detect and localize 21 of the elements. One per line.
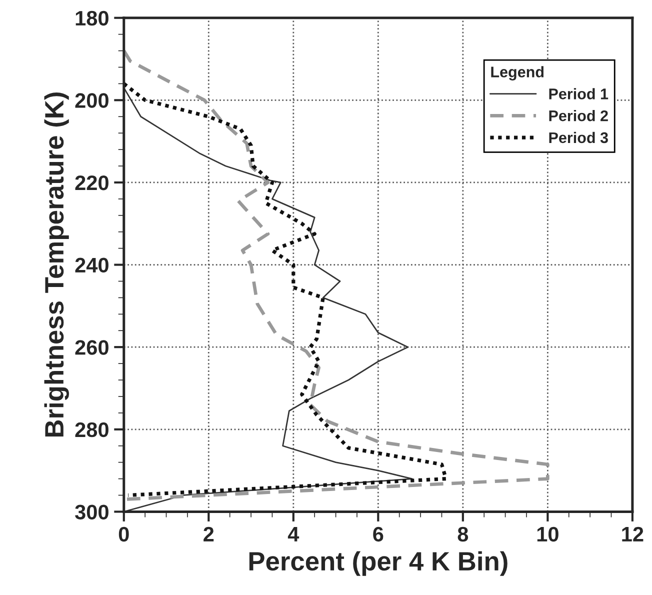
legend-label: Period 3 bbox=[549, 132, 608, 144]
y-tick-label: 180 bbox=[76, 10, 108, 26]
y-tick-label: 200 bbox=[75, 93, 108, 108]
x-axis-title: Percent (per 4 K Bin) bbox=[249, 551, 508, 576]
legend-label: Period 1 bbox=[549, 88, 608, 100]
x-tick-label: 10 bbox=[537, 526, 558, 542]
y-tick-label: 280 bbox=[75, 422, 108, 438]
x-tick-label: 6 bbox=[373, 526, 384, 542]
x-tick-label: 2 bbox=[204, 526, 214, 542]
y-tick-label: 300 bbox=[75, 504, 108, 520]
y-tick-label: 260 bbox=[75, 340, 108, 355]
y-axis-title: Brightness Temperature (K) bbox=[44, 92, 69, 437]
line-series bbox=[124, 49, 550, 502]
x-tick-label: 4 bbox=[288, 527, 300, 542]
y-tick-label: 220 bbox=[75, 175, 108, 190]
legend-title: Legend bbox=[491, 66, 544, 80]
legend-label: Period 2 bbox=[549, 110, 608, 122]
x-tick-label: 8 bbox=[458, 526, 468, 542]
x-tick-label: 0 bbox=[118, 526, 129, 542]
x-tick-label: 12 bbox=[622, 526, 644, 542]
y-tick-label: 240 bbox=[75, 258, 108, 273]
